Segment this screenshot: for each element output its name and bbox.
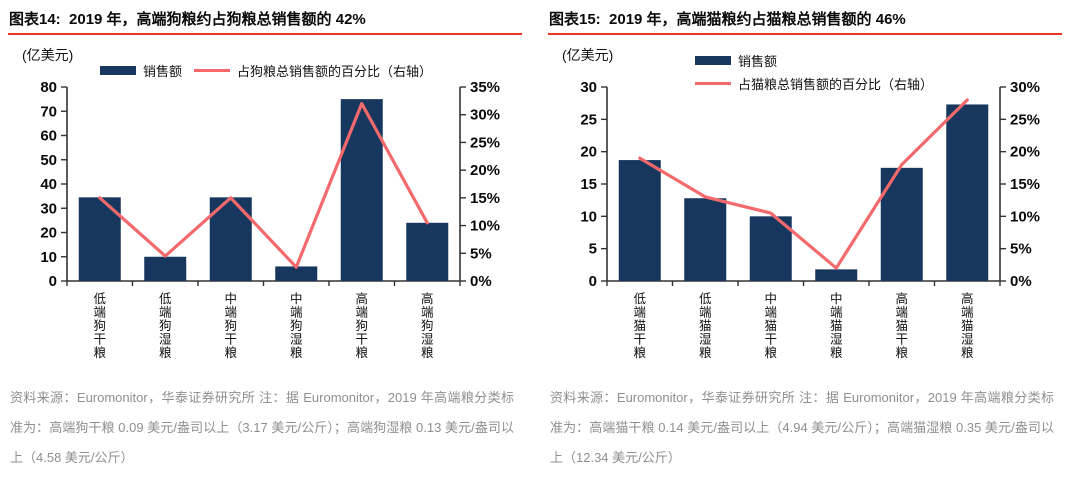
y-axis-tick-label: 20%	[1010, 144, 1040, 161]
chart-area: (亿美元) 销售额 占狗粮总销售额的百分比（右轴） 0 10 20 30 40 50 60 70…	[0, 35, 540, 379]
chart-area: (亿美元) 销售额占猫粮总销售额的百分比（右轴） 0 5 10 15 20 25 30 0% 5…	[540, 35, 1080, 379]
x-axis-label: 低端猫干粮	[633, 292, 646, 360]
x-axis-label: 低端猫湿粮	[699, 292, 712, 360]
chart-title: 图表15: 2019 年，高端猫粮约占猫粮总销售额的 46%	[549, 11, 906, 28]
y-axis-unit-label: (亿美元)	[22, 47, 74, 63]
y-axis-tick-label: 5	[589, 241, 597, 258]
trend-line	[638, 98, 969, 270]
y-axis-tick-label: 5%	[470, 245, 492, 262]
bar-swatch-icon	[695, 56, 731, 65]
x-axis-label: 高端狗干粮	[355, 291, 368, 360]
trend-line	[98, 102, 429, 269]
x-axis-label: 中端猫干粮	[764, 291, 777, 360]
y-axis-tick-label: 15%	[470, 190, 500, 207]
source-note: 资料来源：Euromonitor，华泰证券研究所 注：据 Euromonitor…	[550, 390, 1054, 465]
x-axis-label: 高端猫干粮	[895, 291, 908, 360]
legend-item: 销售额	[695, 51, 777, 70]
bar	[684, 198, 727, 281]
legend-label: 销售额	[143, 64, 183, 79]
y-axis-tick-label: 0	[589, 273, 597, 290]
y-axis-tick-label: 25%	[470, 134, 500, 151]
y-axis-tick-label: 10%	[470, 218, 500, 235]
x-axis-label: 中端狗干粮	[224, 291, 237, 360]
y-axis-tick-label: 10	[40, 249, 57, 266]
title-divider	[8, 33, 522, 35]
y-axis-tick-label: 0	[49, 273, 57, 290]
y-axis-tick-label: 70	[40, 103, 57, 120]
bar-swatch-icon	[100, 66, 136, 75]
legend-label: 占猫粮总销售额的百分比（右轴）	[738, 77, 934, 92]
legend: 销售额占猫粮总销售额的百分比（右轴）	[695, 51, 933, 93]
x-axis-label: 高端狗湿粮	[421, 291, 434, 360]
y-axis-tick-label: 20	[580, 144, 597, 161]
combo-chart: 0 10 20 30 40 50 60 70 80 0% 5% 10% 15% 20% 25% 30% 35% 低…	[40, 79, 500, 360]
y-axis-tick-label: 30	[580, 79, 597, 96]
y-axis-tick-label: 5%	[1010, 241, 1032, 258]
bar	[340, 99, 383, 281]
bar	[880, 167, 923, 281]
y-axis-unit-label: (亿美元)	[562, 47, 614, 63]
bar	[144, 256, 187, 281]
y-axis-tick-label: 30%	[1010, 79, 1040, 96]
y-axis-tick-label: 25	[580, 111, 597, 128]
bar	[406, 222, 449, 281]
y-axis-tick-label: 30	[40, 200, 57, 217]
x-axis-label: 低端狗干粮	[93, 292, 106, 360]
chart-panel-cat-food: 图表15: 2019 年，高端猫粮约占猫粮总销售额的 46% (亿美元) 销售额…	[540, 0, 1080, 480]
x-axis-label: 低端狗湿粮	[159, 292, 172, 360]
title-divider	[548, 33, 1062, 35]
legend-label: 占狗粮总销售额的百分比（右轴）	[237, 64, 433, 79]
x-axis-label: 中端猫湿粮	[830, 291, 843, 360]
y-axis-tick-label: 60	[40, 128, 57, 145]
y-axis-tick-label: 30%	[470, 107, 500, 124]
combo-chart: 0 5 10 15 20 25 30 0% 5% 10% 15% 20% 25% 30% 低端猫干粮 低端猫湿…	[580, 79, 1040, 360]
chart-title: 图表14: 2019 年，高端狗粮约占狗粮总销售额的 42%	[9, 11, 366, 28]
bar	[618, 160, 661, 281]
legend-item: 占狗粮总销售额的百分比（右轴）	[194, 61, 432, 80]
y-axis-tick-label: 0%	[1010, 273, 1032, 290]
y-axis-tick-label: 80	[40, 79, 57, 96]
y-axis-tick-label: 20	[40, 225, 57, 242]
y-axis-tick-label: 20%	[470, 162, 500, 179]
legend-label: 销售额	[738, 54, 778, 69]
y-axis-tick-label: 10	[580, 208, 597, 225]
y-axis-tick-label: 0%	[470, 273, 492, 290]
x-axis-label: 高端猫湿粮	[961, 291, 974, 360]
line-swatch-icon	[695, 82, 731, 85]
y-axis-tick-label: 25%	[1010, 111, 1040, 128]
x-axis-label: 中端狗湿粮	[290, 291, 303, 360]
legend: 销售额 占狗粮总销售额的百分比（右轴）	[100, 61, 432, 80]
y-axis-tick-label: 50	[40, 152, 57, 169]
bar	[946, 104, 989, 282]
bar	[749, 216, 792, 281]
y-axis-tick-label: 35%	[470, 79, 500, 96]
legend-item: 销售额	[100, 61, 182, 80]
y-axis-tick-label: 10%	[1010, 208, 1040, 225]
chart-panel-dog-food: 图表14: 2019 年，高端狗粮约占狗粮总销售额的 42% (亿美元) 销售额…	[0, 11, 540, 465]
bar	[815, 269, 858, 281]
y-axis-tick-label: 15%	[1010, 176, 1040, 193]
bar	[275, 266, 318, 281]
source-note: 资料来源：Euromonitor，华泰证券研究所 注：据 Euromonitor…	[10, 390, 514, 465]
y-axis-tick-label: 15	[580, 176, 597, 193]
line-swatch-icon	[194, 69, 231, 72]
y-axis-tick-label: 40	[40, 176, 57, 193]
legend-item: 占猫粮总销售额的百分比（右轴）	[695, 74, 933, 93]
